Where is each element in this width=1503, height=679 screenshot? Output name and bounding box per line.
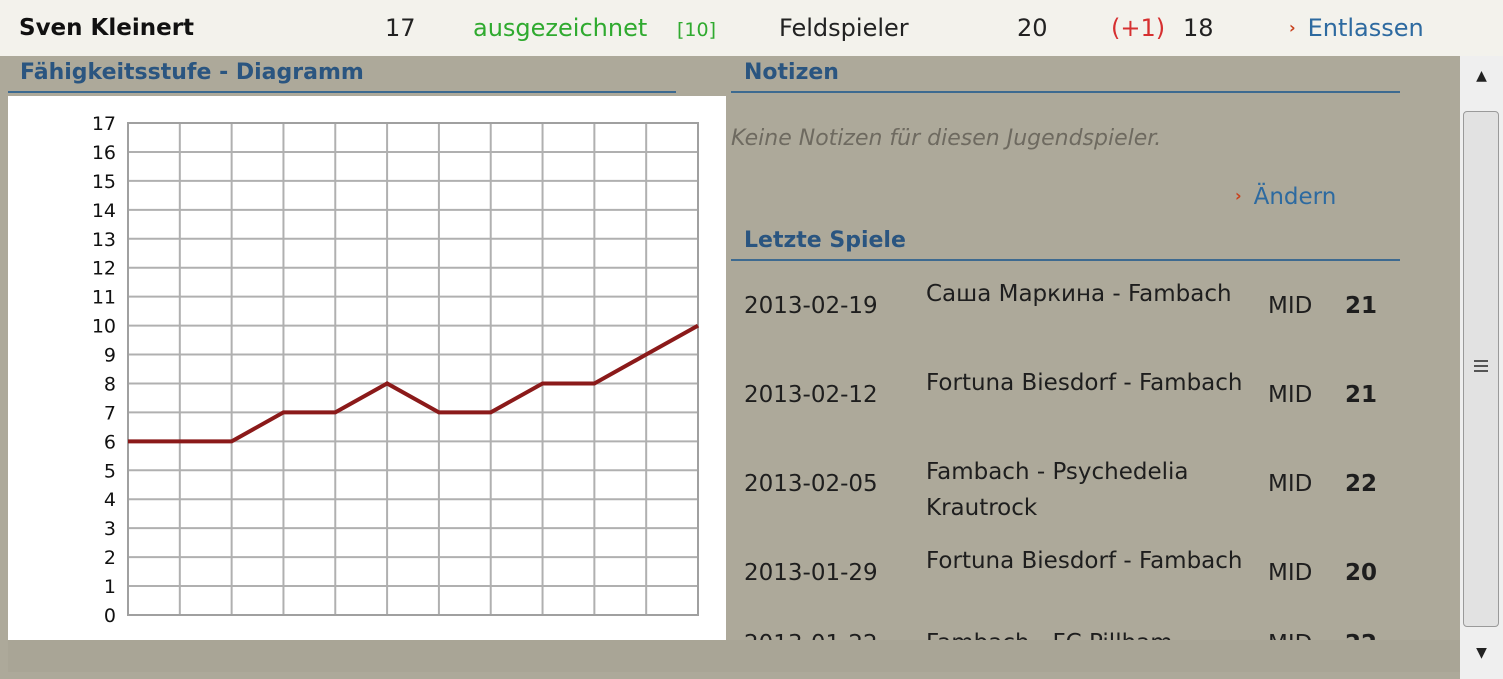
y-tick-label: 4 xyxy=(104,489,116,511)
scroll-down-icon[interactable]: ▼ xyxy=(1476,645,1487,661)
dismiss-label: Entlassen xyxy=(1307,14,1424,42)
y-tick-label: 12 xyxy=(92,258,116,280)
player-age: 17 xyxy=(385,14,416,42)
y-tick-label: 9 xyxy=(104,345,116,367)
vertical-scrollbar[interactable]: ▲ ▼ xyxy=(1460,56,1503,679)
game-date: 2013-02-19 xyxy=(744,293,878,319)
game-date: 2013-01-29 xyxy=(744,560,878,586)
dismiss-link[interactable]: › Entlassen xyxy=(1289,13,1424,43)
y-tick-label: 1 xyxy=(104,576,116,598)
y-tick-label: 11 xyxy=(92,287,116,309)
scroll-up-icon[interactable]: ▲ xyxy=(1476,68,1487,84)
edit-notes-link[interactable]: › Ändern xyxy=(1235,184,1336,210)
games-heading-divider xyxy=(731,259,1400,261)
game-rating: 22 xyxy=(1345,471,1378,497)
y-tick-label: 2 xyxy=(104,547,116,569)
game-match[interactable]: Fambach - Psychedelia Krautrock xyxy=(926,459,1189,521)
grip-icon xyxy=(1474,360,1488,374)
details-panel: Fähigkeitsstufe - Diagramm 0 1 2 3 4 5 6 7 8 9 10 1… xyxy=(0,56,1460,679)
notes-empty-text: Keine Notizen für diesen Jugendspieler. xyxy=(731,126,1162,151)
games-section-title: Letzte Spiele xyxy=(744,228,906,253)
scroll-thumb[interactable] xyxy=(1463,111,1499,627)
player-rating-value: [10] xyxy=(677,19,717,41)
player-value-1: 20 xyxy=(1017,14,1048,42)
game-position: MID xyxy=(1268,560,1313,586)
y-tick-label: 3 xyxy=(104,518,116,540)
game-match[interactable]: Fortuna Biesdorf - Fambach xyxy=(926,548,1243,574)
game-position: MID xyxy=(1268,471,1313,497)
y-tick-label: 7 xyxy=(104,402,116,424)
y-tick-label: 16 xyxy=(92,142,116,164)
skill-series-line xyxy=(128,323,699,444)
y-tick-label: 17 xyxy=(92,113,116,135)
game-match[interactable]: Fortuna Biesdorf - Fambach xyxy=(926,370,1243,396)
skill-chart: 0 1 2 3 4 5 6 7 8 9 10 11 12 13 14 15 16 17 xyxy=(8,96,726,640)
y-tick-label: 13 xyxy=(92,229,116,251)
y-tick-label: 15 xyxy=(92,171,116,193)
game-position: MID xyxy=(1268,382,1313,408)
game-rating: 20 xyxy=(1345,560,1378,586)
game-rating: 21 xyxy=(1345,293,1378,319)
edit-notes-label: Ändern xyxy=(1253,184,1337,210)
arrow-right-icon: › xyxy=(1235,186,1242,205)
notes-heading-divider xyxy=(731,91,1400,93)
notes-section-title: Notizen xyxy=(744,60,839,85)
arrow-right-icon: › xyxy=(1289,18,1296,37)
player-rating-text: ausgezeichnet xyxy=(473,14,648,42)
y-tick-label: 0 xyxy=(104,605,116,627)
chart-section-title: Fähigkeitsstufe - Diagramm xyxy=(20,60,364,85)
game-match[interactable]: Саша Маркина - Fambach xyxy=(926,281,1232,307)
plot-frame xyxy=(127,122,699,616)
chart-heading-divider xyxy=(8,91,676,93)
game-date: 2013-02-05 xyxy=(744,471,878,497)
player-value-2: 18 xyxy=(1183,14,1214,42)
game-date: 2013-02-12 xyxy=(744,382,878,408)
player-position: Feldspieler xyxy=(779,14,909,42)
y-tick-label: 6 xyxy=(104,431,116,453)
game-position: MID xyxy=(1268,293,1313,319)
player-row: Sven Kleinert 17 ausgezeichnet [10] Feld… xyxy=(0,0,1503,56)
game-rating: 21 xyxy=(1345,382,1378,408)
y-tick-label: 5 xyxy=(104,460,116,482)
y-tick-label: 14 xyxy=(92,200,116,222)
y-tick-label: 10 xyxy=(92,316,116,338)
y-tick-label: 8 xyxy=(104,373,116,395)
panel-bottom-strip xyxy=(8,640,1460,672)
player-delta: (+1) xyxy=(1111,14,1166,42)
player-name: Sven Kleinert xyxy=(19,15,195,41)
